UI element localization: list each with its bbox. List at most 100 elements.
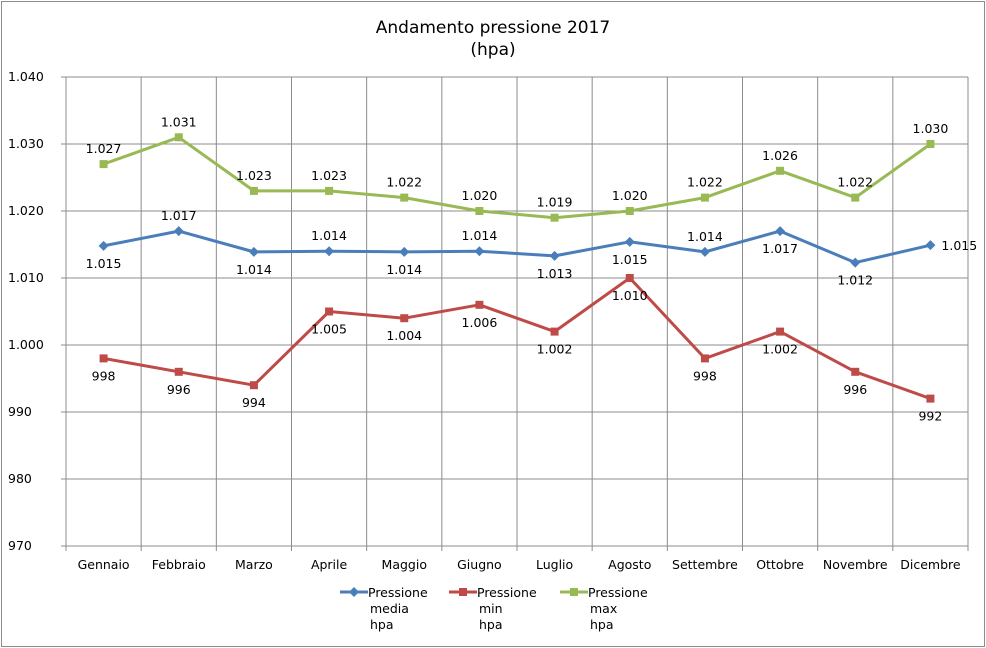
data-label: 1.014 xyxy=(386,262,422,277)
y-tick-label: 980 xyxy=(8,471,32,486)
legend-swatch-marker xyxy=(349,587,359,597)
series-line xyxy=(103,229,931,265)
data-point xyxy=(325,186,334,195)
y-tick-label: 1.000 xyxy=(8,337,44,352)
data-label: 1.020 xyxy=(462,188,498,203)
legend-label: hpa xyxy=(590,617,614,632)
data-point xyxy=(399,246,410,257)
data-label: 1.010 xyxy=(612,288,648,303)
data-point xyxy=(926,394,935,403)
data-point xyxy=(851,367,860,376)
data-label: 1.014 xyxy=(462,228,498,243)
data-point xyxy=(624,236,635,247)
data-label: 1.013 xyxy=(537,266,573,281)
data-label: 996 xyxy=(167,382,191,397)
data-point xyxy=(699,246,710,257)
data-point xyxy=(700,354,709,363)
data-label: 1.019 xyxy=(537,195,573,210)
legend-swatch-marker xyxy=(570,588,578,596)
data-point xyxy=(851,193,860,202)
x-tick-label: Maggio xyxy=(382,557,427,572)
y-tick-label: 990 xyxy=(8,404,32,419)
data-label: 1.005 xyxy=(311,322,347,337)
data-point xyxy=(248,246,259,257)
data-point xyxy=(173,226,184,237)
data-label: 1.020 xyxy=(612,188,648,203)
data-point xyxy=(625,207,634,215)
data-label: 994 xyxy=(242,395,266,410)
data-label: 1.022 xyxy=(687,175,723,190)
y-tick-label: 1.020 xyxy=(8,203,44,218)
legend-swatch-marker xyxy=(459,588,467,596)
y-tick-label: 1.010 xyxy=(8,270,44,285)
data-point xyxy=(625,274,634,282)
data-label: 1.022 xyxy=(837,175,873,190)
data-point xyxy=(850,257,861,268)
x-tick-label: Giugno xyxy=(457,557,502,572)
legend-label: hpa xyxy=(479,617,503,632)
data-label: 1.015 xyxy=(612,252,648,267)
data-point xyxy=(400,193,409,202)
data-label: 1.002 xyxy=(762,342,798,357)
x-tick-label: Marzo xyxy=(235,557,273,572)
plot-area: 970 980 990 1.000 1.010 1.020 1.030 1.040 Gennai… xyxy=(8,69,977,572)
x-tick-label: Agosto xyxy=(608,557,651,572)
x-tick-label: Luglio xyxy=(536,557,573,572)
data-point xyxy=(925,240,936,251)
legend-label: media xyxy=(370,601,409,616)
data-label: 992 xyxy=(918,409,942,424)
chart-subtitle: (hpa) xyxy=(470,40,515,60)
x-tick-label: Febbraio xyxy=(152,557,206,572)
y-tick-label: 1.030 xyxy=(8,136,44,151)
data-point xyxy=(99,160,108,169)
data-point xyxy=(174,133,183,142)
data-point xyxy=(98,240,109,251)
x-tick-label: Ottobre xyxy=(756,557,804,572)
data-label: 1.006 xyxy=(462,315,498,330)
data-point xyxy=(926,140,935,148)
data-label: 1.014 xyxy=(687,229,723,244)
data-point xyxy=(325,307,334,316)
data-label: 1.022 xyxy=(386,175,422,190)
data-label: 1.031 xyxy=(161,114,197,129)
data-label: 996 xyxy=(843,382,867,397)
data-point xyxy=(249,186,258,195)
data-point xyxy=(474,246,485,257)
data-label: 1.017 xyxy=(762,241,798,256)
data-label: 1.014 xyxy=(311,228,347,243)
data-label: 998 xyxy=(92,368,116,383)
legend: PressionemediahpaPressioneminhpaPression… xyxy=(340,585,648,632)
data-label: 1.027 xyxy=(86,141,122,156)
data-point xyxy=(776,166,785,175)
data-point xyxy=(475,207,484,215)
data-point xyxy=(700,193,709,202)
data-label: 1.012 xyxy=(837,273,873,288)
data-label: 1.017 xyxy=(161,208,197,223)
data-label: 1.014 xyxy=(236,262,272,277)
x-tick-label: Novembre xyxy=(823,557,888,572)
legend-label: min xyxy=(479,601,503,616)
series-line xyxy=(103,276,931,401)
chart-title: Andamento pressione 2017 xyxy=(376,18,610,38)
data-point xyxy=(549,250,560,261)
y-tick-label: 1.040 xyxy=(8,69,44,84)
y-tick-label: 970 xyxy=(8,538,32,553)
data-label: 1.023 xyxy=(311,168,347,183)
data-label: 1.004 xyxy=(386,328,422,343)
data-label: 1.002 xyxy=(537,342,573,357)
x-tick-label: Gennaio xyxy=(78,557,130,572)
data-point xyxy=(775,226,786,237)
data-point xyxy=(400,314,409,323)
data-point xyxy=(174,367,183,376)
data-point xyxy=(550,213,559,222)
data-point xyxy=(249,381,258,390)
data-label: 998 xyxy=(693,368,717,383)
series-line xyxy=(103,135,932,220)
x-tick-label: Dicembre xyxy=(900,557,961,572)
data-label: 1.026 xyxy=(762,148,798,163)
data-point xyxy=(550,327,559,336)
legend-label: Pressione xyxy=(368,585,428,600)
data-point xyxy=(324,246,335,257)
